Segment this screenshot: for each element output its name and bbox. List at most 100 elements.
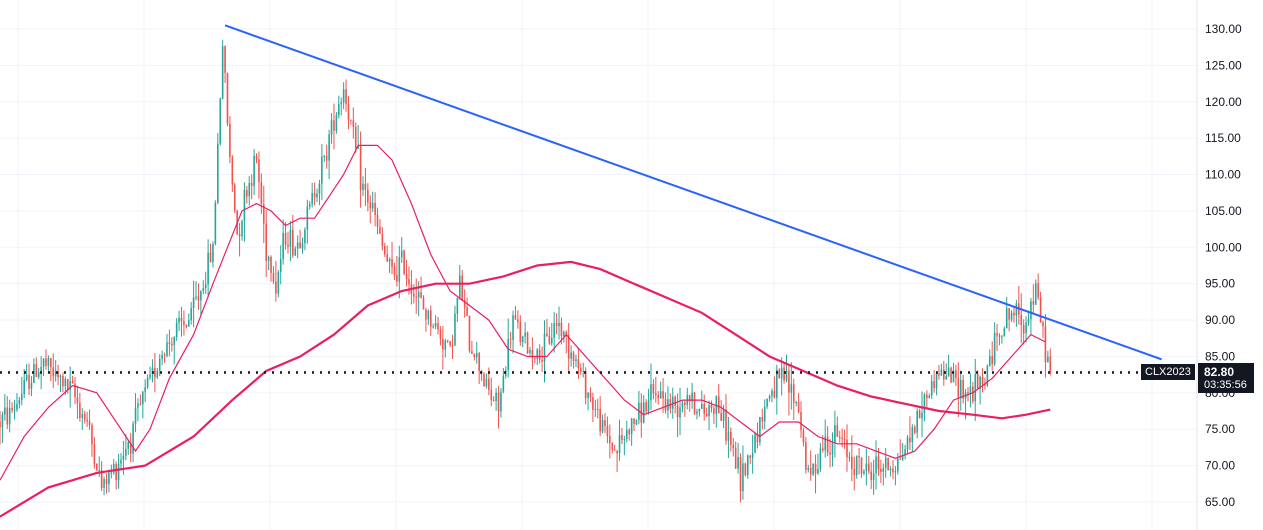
y-tick-label: 75.00 <box>1205 422 1235 436</box>
candle-down <box>560 322 563 337</box>
candle-up <box>916 410 918 433</box>
candle-down <box>938 373 940 376</box>
candle-down <box>684 402 686 405</box>
candle-up <box>18 400 21 405</box>
candle-up <box>187 320 190 327</box>
candle-up <box>241 220 243 237</box>
candle-up <box>122 455 125 460</box>
candle-down <box>11 407 13 411</box>
candle-up <box>4 407 6 415</box>
candle-down <box>829 452 831 455</box>
candle-up <box>959 380 962 399</box>
candle-down <box>744 463 747 476</box>
candle-up <box>456 298 459 314</box>
candle-down <box>674 396 676 406</box>
candle-up <box>502 375 505 392</box>
candle-up <box>304 229 306 244</box>
candle-up <box>889 468 892 471</box>
candle-up <box>691 392 693 402</box>
candle-up <box>267 256 270 261</box>
candle-down <box>599 408 601 432</box>
candle-down <box>437 323 439 330</box>
candle-up <box>219 98 222 144</box>
candle-down <box>439 329 442 339</box>
candle-down <box>616 450 618 454</box>
candle-up <box>323 155 326 157</box>
candle-up <box>42 358 45 367</box>
candle-down <box>628 430 630 435</box>
candle-down <box>609 436 611 444</box>
candle-down <box>473 353 476 358</box>
candle-up <box>132 423 134 454</box>
ma-slow-line <box>0 260 1051 518</box>
candle-up <box>681 402 684 408</box>
candle-up <box>64 379 67 387</box>
candle-down <box>369 202 372 209</box>
candle-up <box>696 411 698 414</box>
candle-up <box>214 202 217 244</box>
candle-down <box>984 384 986 386</box>
candle-down <box>284 233 287 245</box>
candle-down <box>567 334 570 359</box>
candle-down <box>62 375 64 387</box>
y-tick-label: 90.00 <box>1205 313 1235 327</box>
candle-down <box>86 419 88 422</box>
candle-down <box>613 449 616 451</box>
candle-down <box>913 427 916 433</box>
candle-down <box>676 405 679 418</box>
candle-down <box>870 471 872 481</box>
candle-up <box>178 317 180 323</box>
candle-up <box>1015 303 1018 316</box>
candle-down <box>197 296 200 301</box>
candle-up <box>279 258 282 273</box>
candle-up <box>671 396 674 409</box>
candle-up <box>742 463 744 492</box>
candle-up <box>81 413 84 418</box>
candle-down <box>565 331 568 335</box>
candle-down <box>139 403 142 405</box>
trendline[interactable] <box>224 24 1162 361</box>
candle-up <box>722 409 725 421</box>
candle-down <box>405 273 408 280</box>
candle-down <box>374 202 376 215</box>
candle-down <box>548 335 551 344</box>
candle-up <box>127 442 130 449</box>
candle-down <box>1013 312 1015 316</box>
candle-down <box>1022 324 1025 334</box>
candle-up <box>173 337 176 346</box>
candle-up <box>698 408 701 412</box>
candle-up <box>16 404 18 410</box>
candle-up <box>475 353 478 358</box>
candle-up <box>200 290 202 301</box>
candle-down <box>899 458 902 460</box>
candle-up <box>834 425 836 443</box>
candle-up <box>848 456 851 458</box>
candle-down <box>998 335 1001 337</box>
candle-up <box>587 392 589 399</box>
candle-up <box>679 407 681 418</box>
candle-down <box>226 72 229 124</box>
candle-up <box>780 367 783 379</box>
candle-up <box>296 242 299 249</box>
candle-down <box>333 120 335 131</box>
candle-down <box>580 367 582 372</box>
candle-up <box>243 190 246 221</box>
candle-up <box>141 391 144 405</box>
candle-down <box>451 345 454 347</box>
candle-up <box>524 332 526 337</box>
y-axis[interactable]: 130.00 125.00 120.00 115.00 110.00 105.00 100.… <box>1205 22 1242 509</box>
candle-up <box>993 333 996 365</box>
candle-down <box>611 443 614 450</box>
candle-up <box>763 406 766 422</box>
candle-down <box>488 378 490 390</box>
candle-up <box>635 419 638 425</box>
candle-down <box>79 402 81 418</box>
symbol-label: CLX2023 <box>1141 364 1195 380</box>
y-tick-label: 95.00 <box>1205 277 1235 291</box>
candle-up <box>212 243 214 262</box>
candle-down <box>955 370 957 378</box>
candle-down <box>996 333 998 336</box>
candle-down <box>826 436 829 453</box>
candle-up <box>529 350 531 354</box>
